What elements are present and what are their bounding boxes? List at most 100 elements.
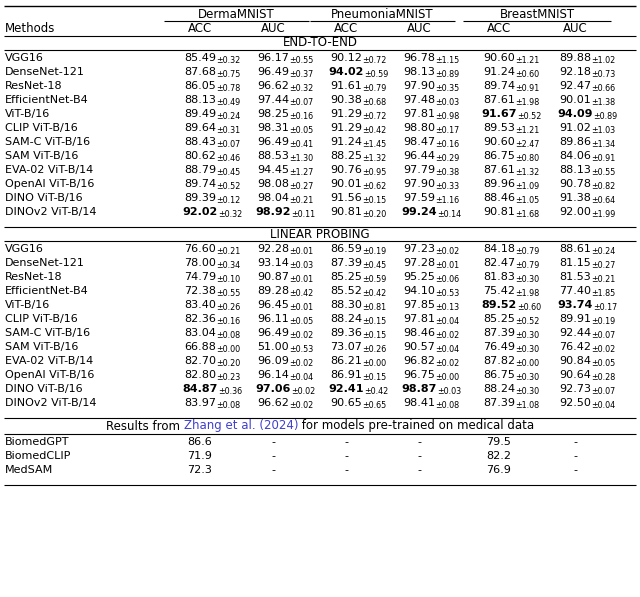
Text: 97.90: 97.90: [403, 179, 435, 189]
Text: 90.76: 90.76: [330, 165, 362, 175]
Text: ±0.32: ±0.32: [216, 56, 241, 65]
Text: SAM ViT-B/16: SAM ViT-B/16: [5, 151, 78, 161]
Text: 79.5: 79.5: [486, 437, 511, 447]
Text: 51.00: 51.00: [257, 342, 289, 352]
Text: ±1.34: ±1.34: [591, 140, 616, 149]
Text: ±0.08: ±0.08: [216, 401, 241, 410]
Text: ±0.55: ±0.55: [216, 289, 241, 298]
Text: ±0.53: ±0.53: [435, 289, 460, 298]
Text: BiomedCLIP: BiomedCLIP: [5, 451, 72, 461]
Text: 98.08: 98.08: [257, 179, 289, 189]
Text: ±0.27: ±0.27: [591, 261, 616, 270]
Text: ±0.79: ±0.79: [516, 261, 540, 270]
Text: ResNet-18: ResNet-18: [5, 272, 63, 282]
Text: CLIP ViT-B/16: CLIP ViT-B/16: [5, 123, 77, 133]
Text: ±0.01: ±0.01: [289, 303, 314, 312]
Text: ±0.62: ±0.62: [362, 182, 387, 191]
Text: ±0.64: ±0.64: [591, 196, 616, 205]
Text: 86.05: 86.05: [184, 81, 216, 91]
Text: DenseNet-121: DenseNet-121: [5, 258, 85, 268]
Text: 92.73: 92.73: [559, 384, 591, 394]
Text: 90.65: 90.65: [330, 398, 362, 408]
Text: ±0.13: ±0.13: [435, 303, 460, 312]
Text: 98.92: 98.92: [255, 207, 291, 217]
Text: 86.21: 86.21: [330, 356, 362, 366]
Text: ±0.02: ±0.02: [289, 359, 314, 368]
Text: ±0.42: ±0.42: [364, 387, 388, 396]
Text: 97.44: 97.44: [257, 95, 289, 105]
Text: 87.39: 87.39: [483, 328, 515, 338]
Text: 98.25: 98.25: [257, 109, 289, 119]
Text: 90.60: 90.60: [483, 53, 515, 63]
Text: ±0.75: ±0.75: [216, 70, 241, 79]
Text: DINO ViT-B/16: DINO ViT-B/16: [5, 384, 83, 394]
Text: ±0.16: ±0.16: [289, 112, 314, 121]
Text: ±1.21: ±1.21: [515, 126, 540, 135]
Text: PneumoniaMNIST: PneumoniaMNIST: [331, 8, 433, 20]
Text: ±0.32: ±0.32: [289, 84, 314, 93]
Text: 74.79: 74.79: [184, 272, 216, 282]
Text: ±0.30: ±0.30: [515, 373, 540, 382]
Text: ±0.01: ±0.01: [289, 275, 314, 284]
Text: 89.74: 89.74: [184, 179, 216, 189]
Text: ±1.38: ±1.38: [591, 98, 616, 107]
Text: 97.59: 97.59: [403, 193, 435, 203]
Text: ±0.42: ±0.42: [362, 126, 387, 135]
Text: ±0.24: ±0.24: [216, 112, 241, 121]
Text: ±1.99: ±1.99: [591, 210, 616, 219]
Text: ±0.02: ±0.02: [289, 401, 314, 410]
Text: ±0.20: ±0.20: [216, 359, 241, 368]
Text: 85.49: 85.49: [184, 53, 216, 63]
Text: ±0.95: ±0.95: [362, 168, 387, 177]
Text: ±1.30: ±1.30: [289, 154, 314, 163]
Text: 93.14: 93.14: [257, 258, 289, 268]
Text: 91.29: 91.29: [330, 109, 362, 119]
Text: ±0.06: ±0.06: [435, 275, 460, 284]
Text: ±0.52: ±0.52: [517, 112, 541, 121]
Text: 82.36: 82.36: [184, 314, 216, 324]
Text: MedSAM: MedSAM: [5, 465, 53, 475]
Text: 93.74: 93.74: [557, 300, 593, 310]
Text: ±0.55: ±0.55: [591, 168, 616, 177]
Text: 87.39: 87.39: [483, 398, 515, 408]
Text: 89.96: 89.96: [483, 179, 515, 189]
Text: ±0.45: ±0.45: [216, 168, 241, 177]
Text: AUC: AUC: [260, 23, 285, 35]
Text: ±0.23: ±0.23: [216, 373, 241, 382]
Text: -: -: [271, 465, 275, 475]
Text: ±0.91: ±0.91: [516, 84, 540, 93]
Text: 97.79: 97.79: [403, 165, 435, 175]
Text: ±1.32: ±1.32: [515, 168, 540, 177]
Text: ±0.08: ±0.08: [216, 331, 241, 340]
Text: ±0.04: ±0.04: [289, 373, 314, 382]
Text: 66.88: 66.88: [184, 342, 216, 352]
Text: ±0.41: ±0.41: [289, 140, 314, 149]
Text: 90.84: 90.84: [559, 356, 591, 366]
Text: ±0.65: ±0.65: [362, 401, 387, 410]
Text: 85.52: 85.52: [330, 286, 362, 296]
Text: 89.36: 89.36: [330, 328, 362, 338]
Text: -: -: [344, 451, 348, 461]
Text: ±0.66: ±0.66: [591, 84, 616, 93]
Text: 91.61: 91.61: [330, 81, 362, 91]
Text: 72.3: 72.3: [188, 465, 212, 475]
Text: 98.13: 98.13: [403, 67, 435, 77]
Text: 76.60: 76.60: [184, 244, 216, 254]
Text: 94.02: 94.02: [328, 67, 364, 77]
Text: 88.24: 88.24: [330, 314, 362, 324]
Text: 76.9: 76.9: [486, 465, 511, 475]
Text: ±0.89: ±0.89: [435, 70, 460, 79]
Text: 97.48: 97.48: [403, 95, 435, 105]
Text: ±0.11: ±0.11: [291, 210, 316, 219]
Text: 96.75: 96.75: [403, 370, 435, 380]
Text: Zhang et al. (2024): Zhang et al. (2024): [184, 420, 298, 432]
Text: 71.9: 71.9: [188, 451, 212, 461]
Text: 90.78: 90.78: [559, 179, 591, 189]
Text: ±0.33: ±0.33: [435, 182, 460, 191]
Text: ±1.85: ±1.85: [591, 289, 616, 298]
Text: 87.82: 87.82: [483, 356, 515, 366]
Text: ±0.34: ±0.34: [216, 261, 241, 270]
Text: ViT-B/16: ViT-B/16: [5, 300, 51, 310]
Text: 83.04: 83.04: [184, 328, 216, 338]
Text: ±0.04: ±0.04: [591, 401, 616, 410]
